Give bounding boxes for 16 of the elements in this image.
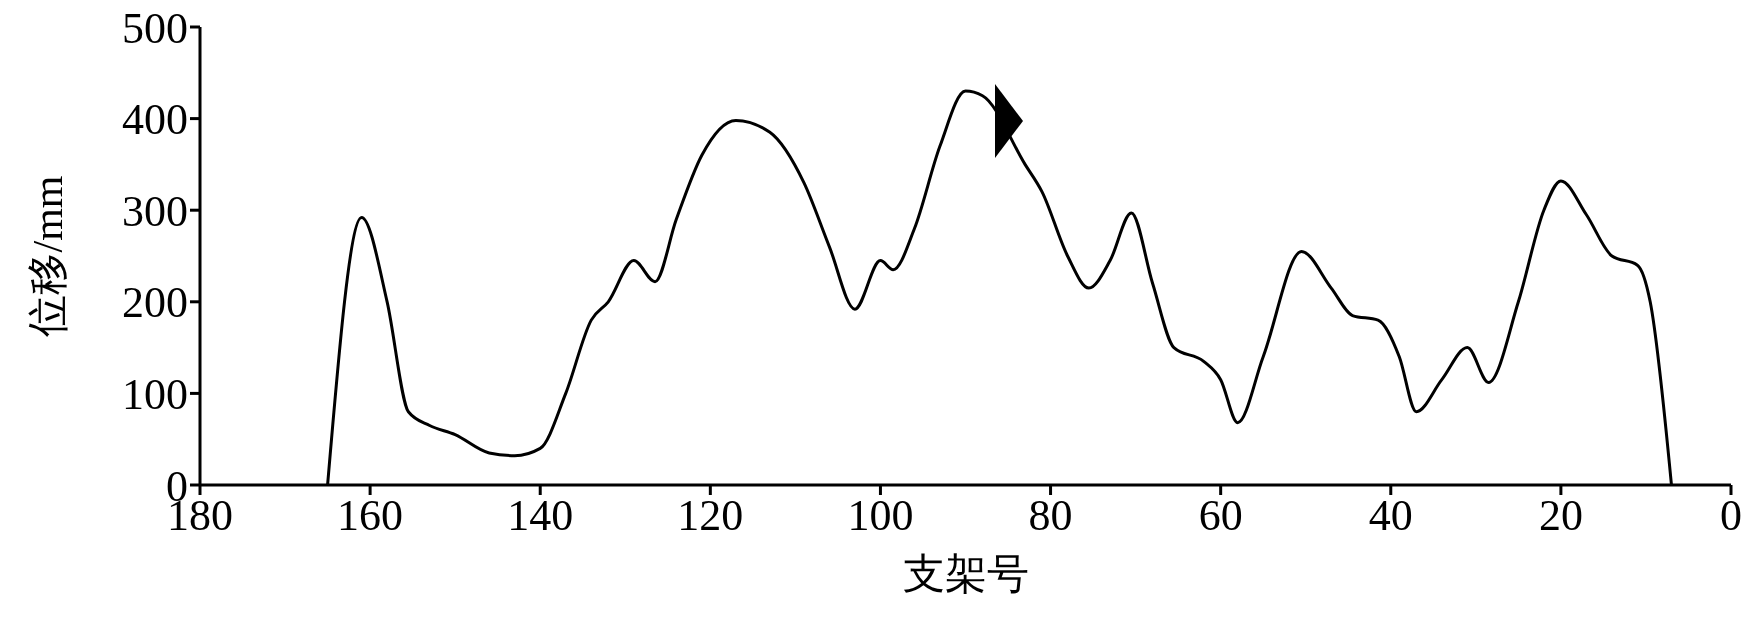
x-tick-label: 80: [1028, 491, 1073, 541]
x-tick-label: 60: [1198, 491, 1243, 541]
y-tick-label: 200: [122, 278, 188, 328]
x-tick-label: 100: [847, 491, 914, 541]
x-tick-label: 120: [677, 491, 744, 541]
x-tick-label: 160: [337, 491, 404, 541]
x-tick-label: 140: [507, 491, 574, 541]
x-tick-label: 0: [1720, 491, 1742, 541]
x-tick-label: 20: [1538, 491, 1583, 541]
y-tick-label: 400: [122, 95, 188, 145]
y-tick-label: 500: [122, 3, 188, 53]
y-tick-label: 100: [122, 370, 188, 420]
y-axis-title: 位移/mm: [24, 175, 72, 337]
y-tick-label: 300: [122, 186, 188, 236]
x-axis-title: 支架号: [901, 550, 1030, 599]
x-tick-label: 40: [1368, 491, 1413, 541]
